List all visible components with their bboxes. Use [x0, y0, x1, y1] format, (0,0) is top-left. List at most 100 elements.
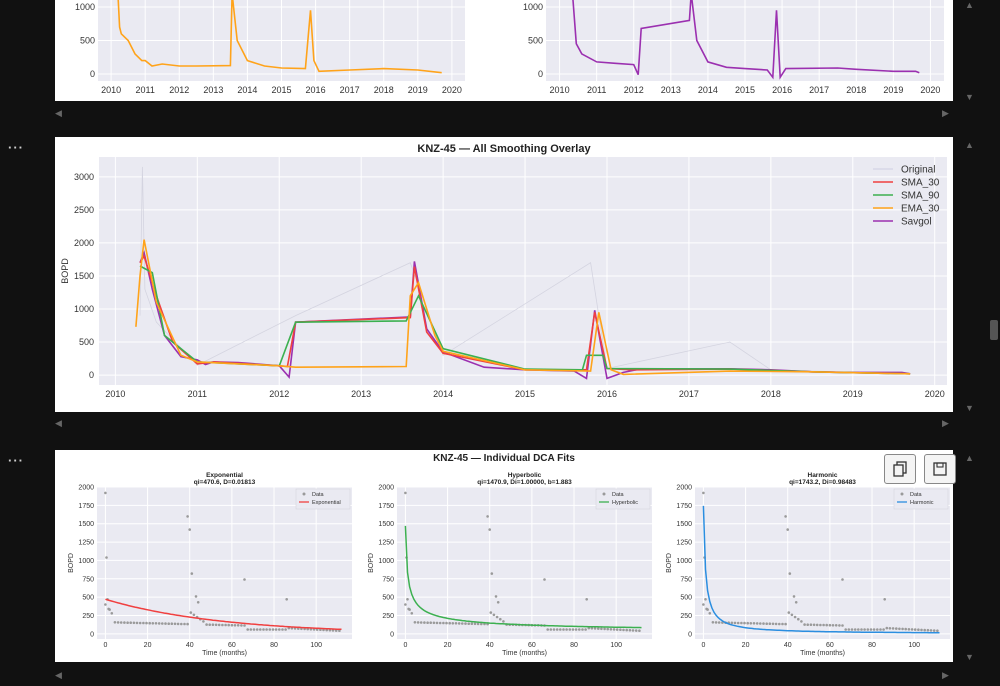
scroll-up-arrow[interactable]: ▲: [965, 453, 974, 463]
data-point: [145, 621, 148, 625]
data-point: [923, 628, 926, 632]
data-point: [926, 628, 930, 632]
data-point: [603, 627, 606, 631]
fit-line: [404, 525, 642, 629]
data-point: [126, 621, 129, 624]
data-point: [180, 622, 183, 626]
y-tick-label: 500: [79, 337, 94, 347]
cell-menu-icon[interactable]: ···: [8, 140, 24, 155]
data-point: [404, 491, 407, 495]
copy-button[interactable]: [884, 454, 916, 484]
data-point: [404, 603, 407, 606]
data-point: [600, 627, 603, 631]
scroll-right-arrow[interactable]: ▶: [942, 418, 949, 428]
data-point: [612, 628, 616, 631]
scroll-up-arrow[interactable]: ▲: [965, 140, 974, 150]
data-point: [496, 601, 500, 604]
data-point: [284, 628, 287, 631]
data-point: [148, 621, 151, 625]
x-tick-label: 2010: [550, 85, 570, 95]
page-scrollbar[interactable]: [988, 0, 1000, 686]
scroll-down-arrow[interactable]: ▼: [965, 92, 974, 102]
data-point: [847, 628, 851, 631]
series-line-ema_30: [135, 239, 911, 376]
scroll-right-arrow[interactable]: ▶: [942, 670, 949, 680]
data-point: [464, 622, 467, 625]
data-point: [186, 622, 189, 626]
fit-line: [702, 505, 940, 634]
y-tick-label: 1500: [676, 521, 692, 528]
x-tick-label: 2014: [237, 85, 257, 95]
data-point: [581, 628, 584, 631]
data-point: [268, 628, 272, 631]
x-tick-label: 2014: [433, 389, 453, 399]
scrollbar-thumb[interactable]: [990, 320, 998, 340]
y-tick-label: 1000: [378, 558, 394, 565]
data-point: [853, 628, 857, 631]
x-axis-label: Time (months): [800, 650, 845, 657]
panel-subtitle: qi=1470.9, Di=1.00000, b=1.883: [477, 479, 572, 486]
data-point: [492, 613, 496, 617]
data-point: [574, 628, 578, 631]
data-point: [429, 621, 433, 624]
data-point: [233, 624, 237, 627]
data-point: [831, 624, 835, 627]
x-tick-label: 2017: [679, 389, 699, 399]
data-point: [898, 627, 901, 631]
data-point: [907, 628, 911, 631]
data-point: [746, 621, 749, 625]
data-point: [183, 622, 186, 626]
x-tick-label: 100: [310, 642, 322, 649]
x-tick-label: 60: [528, 642, 536, 649]
save-button[interactable]: [924, 454, 956, 484]
data-point: [194, 595, 198, 598]
data-point: [214, 623, 218, 627]
data-point: [597, 627, 600, 630]
data-point: [784, 622, 787, 626]
y-tick-label: 1750: [378, 503, 394, 510]
y-tick-label: 0: [89, 370, 94, 380]
plot-background: [695, 487, 950, 639]
data-point: [186, 515, 189, 518]
scroll-down-arrow[interactable]: ▼: [965, 652, 974, 662]
data-point: [494, 595, 498, 598]
x-tick-label: 2015: [271, 85, 291, 95]
data-point: [749, 622, 753, 625]
data-point: [708, 612, 712, 615]
y-tick-label: 3000: [74, 172, 94, 182]
x-tick-label: 2012: [169, 85, 189, 95]
y-tick-label: 500: [382, 595, 394, 602]
x-tick-label: 2017: [809, 85, 829, 95]
x-tick-label: 60: [228, 642, 236, 649]
y-tick-label: 250: [82, 613, 94, 620]
data-point: [752, 622, 756, 625]
data-point: [714, 621, 718, 624]
legend-data-marker: [602, 492, 606, 496]
data-point: [733, 621, 737, 625]
cell-menu-icon[interactable]: ···: [8, 453, 24, 468]
data-point: [901, 627, 904, 631]
scroll-down-arrow[interactable]: ▼: [965, 403, 974, 413]
data-point: [578, 628, 581, 631]
plot-background: [397, 487, 652, 639]
data-point: [800, 620, 803, 623]
x-tick-label: 0: [701, 642, 705, 649]
data-point: [132, 621, 136, 625]
y-tick-label: 750: [82, 576, 94, 583]
data-point: [188, 528, 191, 531]
scroll-left-arrow[interactable]: ◀: [55, 108, 62, 118]
data-point: [105, 556, 108, 559]
scroll-up-arrow[interactable]: ▲: [965, 0, 974, 10]
data-point: [205, 623, 208, 626]
data-point: [822, 623, 825, 627]
y-axis-label: BOPD: [368, 553, 375, 573]
data-point: [546, 628, 549, 631]
data-point: [176, 622, 180, 626]
y-tick-label: 1250: [378, 540, 394, 547]
data-point: [774, 622, 778, 626]
scroll-left-arrow[interactable]: ◀: [55, 418, 62, 428]
data-point: [587, 626, 591, 630]
data-point: [129, 621, 132, 624]
scroll-left-arrow[interactable]: ◀: [55, 670, 62, 680]
scroll-right-arrow[interactable]: ▶: [942, 108, 949, 118]
